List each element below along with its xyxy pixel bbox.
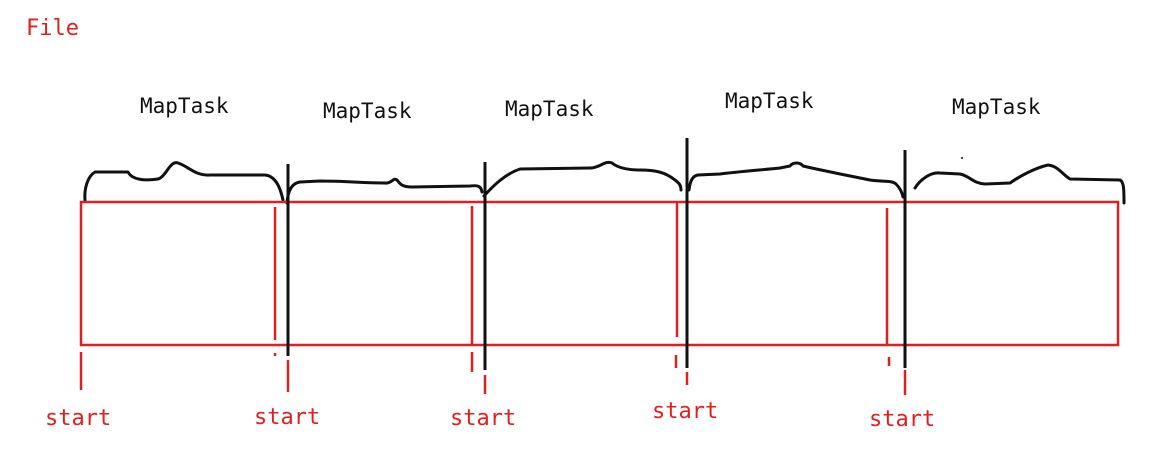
file-label: File <box>26 16 79 41</box>
file-block <box>79 200 1120 347</box>
start-label-1: start <box>45 406 111 431</box>
maptask-brace-5 <box>913 163 1126 205</box>
start-label-5: start <box>869 407 935 432</box>
maptask-label-2: MapTask <box>323 99 412 123</box>
maptask-label-1: MapTask <box>140 94 229 118</box>
maptask-brace-1 <box>83 161 285 202</box>
start-label-2: start <box>254 405 320 430</box>
maptask-brace-2 <box>285 177 484 205</box>
maptask-brace-3 <box>482 160 683 198</box>
start-label-4: start <box>652 399 718 424</box>
maptask-label-5: MapTask <box>952 95 1041 119</box>
start-label-3: start <box>450 406 516 431</box>
maptask-brace-4 <box>687 161 905 199</box>
maptask-label-3: MapTask <box>505 97 594 121</box>
maptask-label-4: MapTask <box>725 89 814 113</box>
stray-dot <box>961 157 963 159</box>
